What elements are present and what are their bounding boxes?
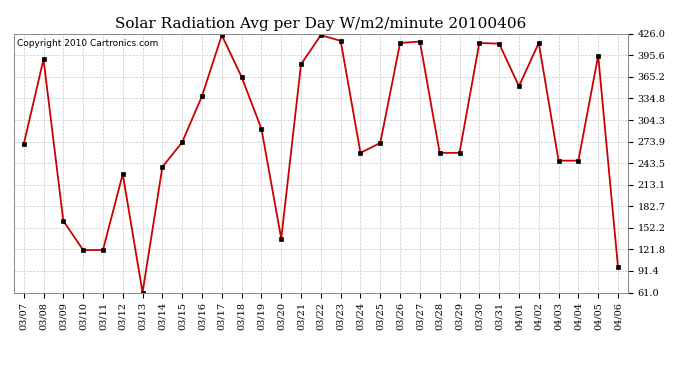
Text: Copyright 2010 Cartronics.com: Copyright 2010 Cartronics.com	[17, 39, 158, 48]
Title: Solar Radiation Avg per Day W/m2/minute 20100406: Solar Radiation Avg per Day W/m2/minute …	[115, 17, 526, 31]
